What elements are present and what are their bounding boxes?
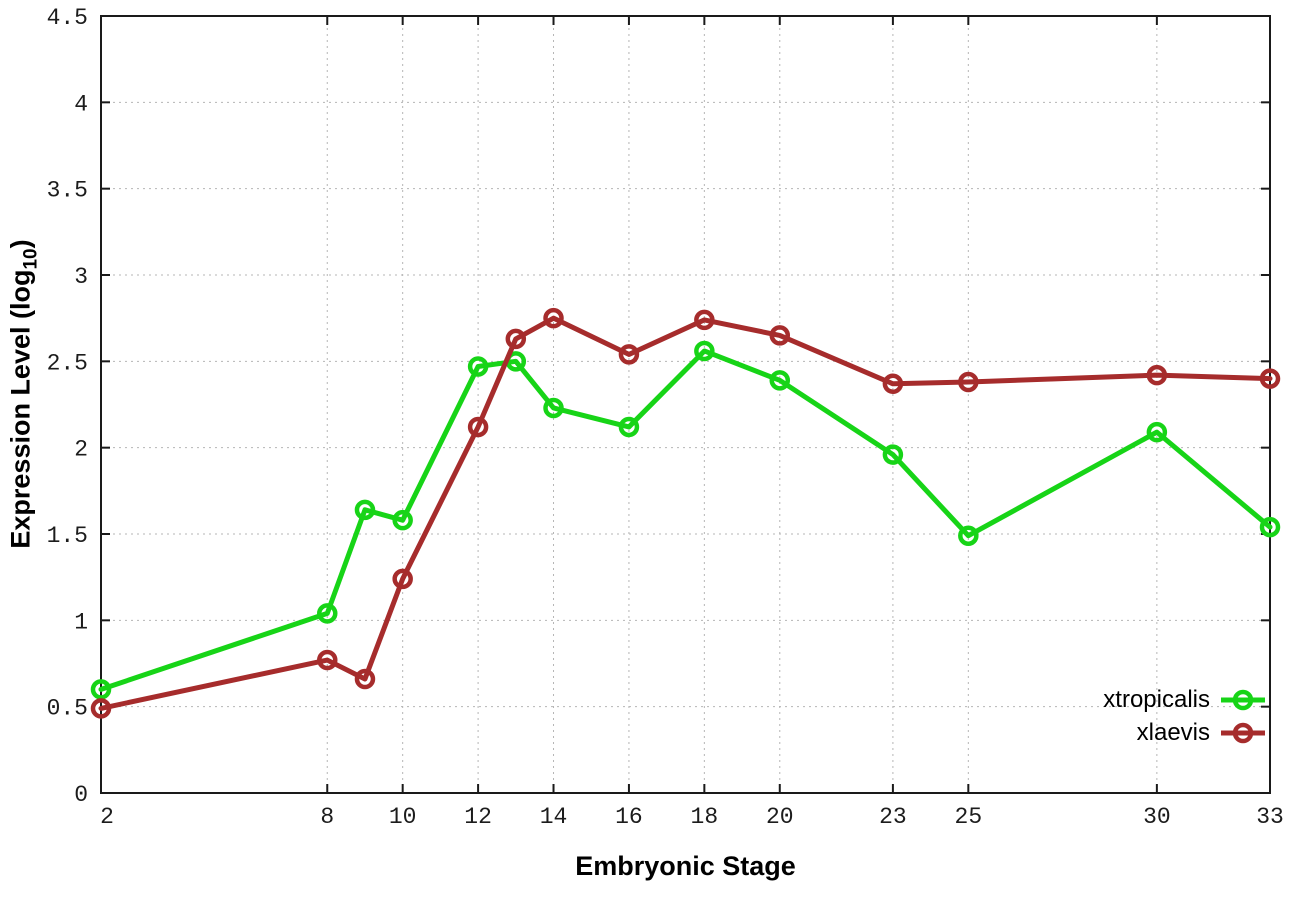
x-tick-label: 16	[615, 804, 643, 830]
data-point-xlaevis	[392, 568, 413, 590]
data-point-xtropicalis	[392, 509, 413, 531]
y-axis-title: Expression Level (log10)	[6, 239, 43, 548]
series-line-xtropicalis	[98, 348, 1273, 692]
series-xtropicalis	[90, 340, 1281, 700]
data-point-xtropicalis	[317, 603, 338, 624]
data-point-xtropicalis	[694, 340, 715, 362]
data-point-xlaevis	[467, 416, 489, 438]
series-xlaevis	[90, 307, 1281, 719]
data-point-xlaevis	[958, 371, 979, 393]
x-tick-label: 8	[320, 804, 334, 830]
x-tick-label: 18	[691, 804, 719, 830]
data-point-xlaevis	[317, 649, 338, 671]
series-line-xlaevis	[98, 315, 1273, 711]
x-tick-label: 23	[879, 804, 907, 830]
gridlines	[100, 15, 1271, 794]
x-tick-labels: 2 8 10 12 14 16 18 20 23 25 30 33	[100, 804, 1284, 830]
x-axis-title: Embryonic Stage	[575, 851, 796, 881]
data-point-xtropicalis	[618, 416, 640, 438]
data-point-xlaevis	[354, 668, 376, 690]
data-point-xtropicalis	[882, 444, 904, 465]
y-tick-label: 3	[74, 264, 88, 290]
x-tick-label: 14	[540, 804, 568, 830]
plot-border	[100, 15, 1271, 794]
data-point-xtropicalis	[90, 679, 112, 700]
data-point-xlaevis	[90, 698, 112, 719]
x-tick-label: 10	[389, 804, 417, 830]
data-point-xtropicalis	[543, 397, 564, 419]
data-point-xlaevis	[618, 344, 640, 365]
data-point-xlaevis	[505, 328, 527, 350]
data-point-xtropicalis	[958, 525, 979, 546]
data-point-xtropicalis	[1259, 516, 1281, 538]
x-tick-label: 20	[766, 804, 794, 830]
x-tick-label: 30	[1143, 804, 1171, 830]
y-tick-label: 3.5	[47, 178, 88, 204]
data-point-xlaevis	[882, 373, 904, 395]
y-axis-title-text: Expression Level (log	[5, 269, 36, 549]
data-point-xlaevis	[543, 307, 564, 329]
y-tick-labels: 0 0.5 1 1.5 2 2.5 3 3.5 4 4.5	[47, 5, 88, 808]
y-tick-label: 2.5	[47, 350, 88, 376]
data-point-xlaevis	[1146, 364, 1168, 386]
x-tick-label: 33	[1256, 804, 1284, 830]
line-point-marker-icon	[1221, 689, 1265, 710]
data-point-xlaevis	[694, 309, 715, 331]
y-tick-label: 1.5	[47, 523, 88, 549]
line-point-marker-icon	[1221, 722, 1265, 743]
data-point-xtropicalis	[1146, 421, 1168, 443]
legend-label-xlaevis: xlaevis	[1136, 718, 1210, 746]
legend-sample-point	[1232, 689, 1254, 710]
legend: xtropicalis xlaevis	[1103, 684, 1266, 748]
legend-label-xtropicalis: xtropicalis	[1103, 685, 1210, 713]
x-tick-label: 2	[100, 804, 114, 830]
legend-item-xlaevis: xlaevis	[1103, 717, 1266, 748]
legend-item-xtropicalis: xtropicalis	[1103, 684, 1266, 715]
x-tick-label: 25	[955, 804, 983, 830]
y-axis-title-subscript: 10	[20, 248, 42, 270]
data-point-xtropicalis	[467, 356, 489, 377]
x-tick-label: 12	[464, 804, 492, 830]
y-tick-label: 4.5	[47, 5, 88, 31]
data-point-xtropicalis	[769, 370, 791, 391]
data-point-xtropicalis	[354, 499, 376, 521]
y-tick-label: 4	[74, 91, 88, 117]
y-tick-label: 0	[74, 782, 88, 808]
data-point-xlaevis	[769, 325, 791, 346]
legend-sample-point	[1232, 722, 1254, 743]
axis-ticks	[100, 15, 1271, 794]
y-tick-label: 2	[74, 437, 88, 463]
y-axis-title-close: )	[5, 239, 36, 249]
y-tick-label: 0.5	[47, 696, 88, 722]
y-tick-label: 1	[74, 609, 88, 635]
data-point-xlaevis	[1259, 368, 1281, 389]
